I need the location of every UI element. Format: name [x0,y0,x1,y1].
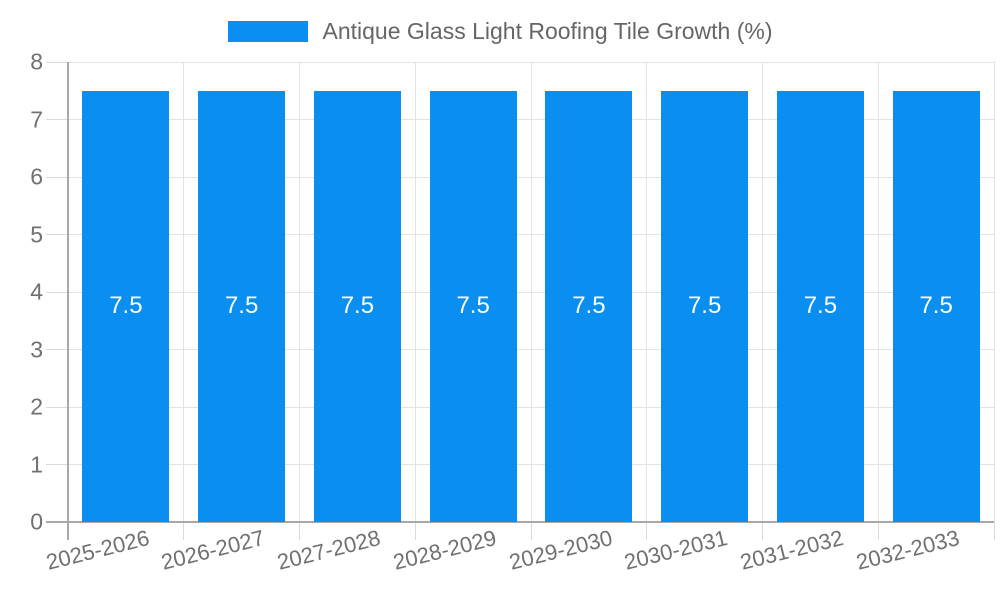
bar: 7.5 [776,90,864,522]
x-axis-line [46,521,994,523]
x-axis-tick [877,522,879,540]
x-axis-tick [993,522,995,540]
bar: 7.5 [313,90,401,522]
y-axis-line [67,62,69,540]
bar: 7.5 [198,90,286,522]
y-axis-label: 6 [30,163,43,190]
y-axis-label: 4 [30,278,43,305]
x-gridline [530,62,532,522]
y-axis-label: 3 [30,336,43,362]
x-axis-label: 2032-2033 [853,525,962,575]
x-gridline [877,62,879,522]
x-axis-label: 2030-2031 [622,525,731,575]
y-axis-tick [46,464,68,465]
y-axis-label: 8 [30,48,43,75]
bar-value-label: 7.5 [572,292,606,320]
x-gridline [183,62,185,522]
y-axis-tick [46,119,68,120]
x-gridline [762,62,763,522]
bar: 7.5 [892,90,980,522]
y-axis-label: 2 [30,393,43,420]
y-axis-tick [46,349,68,350]
y-axis-label: 5 [30,221,43,247]
bar: 7.5 [545,90,633,522]
x-axis-tick [299,522,300,540]
x-axis-label: 2026-2027 [159,525,268,575]
bar: 7.5 [429,90,517,522]
x-axis-label: 2029-2030 [506,525,615,575]
bar-value-label: 7.5 [456,292,490,320]
x-gridline [993,62,995,522]
chart-legend: Antique Glass Light Roofing Tile Growth … [0,20,1000,43]
x-axis-tick [414,522,416,540]
x-axis-tick [762,522,763,540]
bar-value-label: 7.5 [803,292,838,320]
y-axis-tick [46,291,68,293]
x-axis-tick [183,522,185,540]
legend-swatch [227,21,308,42]
x-axis-label: 2028-2029 [390,525,499,575]
y-axis-label: 7 [30,106,43,132]
bar-value-label: 7.5 [224,292,259,320]
y-axis-label: 1 [30,451,43,477]
bar-value-label: 7.5 [109,292,143,320]
x-gridline [414,62,416,522]
bar: 7.5 [661,90,749,522]
bar: 7.5 [82,90,170,522]
x-axis-label: 2025-2026 [43,525,152,575]
y-axis-tick [46,61,68,63]
y-axis-tick [46,234,68,235]
y-axis-tick [46,406,68,408]
x-gridline [299,62,300,522]
y-axis-tick [46,176,68,178]
bar-value-label: 7.5 [340,292,375,320]
x-axis-tick [646,522,648,540]
bar-value-label: 7.5 [919,292,953,320]
chart-title: Antique Glass Light Roofing Tile Growth … [322,18,773,44]
x-axis-tick [530,522,532,540]
bar-value-label: 7.5 [687,292,722,320]
x-gridline [646,62,648,522]
x-axis-label: 2027-2028 [274,525,383,575]
y-axis-label: 0 [30,508,43,535]
x-axis-label: 2031-2032 [737,525,846,575]
